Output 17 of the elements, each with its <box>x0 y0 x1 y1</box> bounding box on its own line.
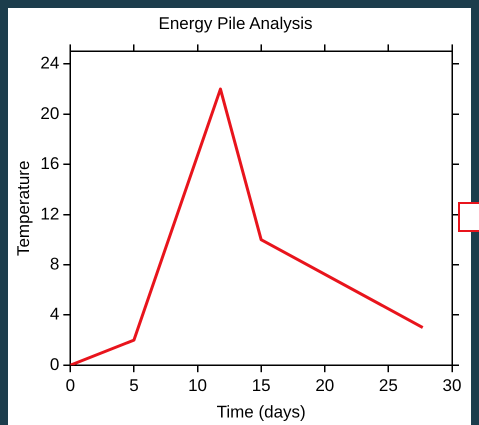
x-tick-label: 15 <box>252 376 271 396</box>
chart-title: Energy Pile Analysis <box>158 14 313 33</box>
x-tick-label: 10 <box>188 376 207 396</box>
y-tick-label: 4 <box>50 304 60 324</box>
x-tick-label: 20 <box>315 376 334 396</box>
y-tick-label: 24 <box>40 54 60 73</box>
x-tick-label: 30 <box>442 376 462 396</box>
y-tick-label: 12 <box>40 204 60 224</box>
y-tick-label: 0 <box>50 354 60 374</box>
y-tick-label: 16 <box>40 154 60 174</box>
y-axis-title: Temperature <box>14 160 33 256</box>
x-tick-label: 0 <box>66 376 76 396</box>
x-axis-title: Time (days) <box>216 402 306 422</box>
y-tick-label: 8 <box>50 254 60 274</box>
x-tick-label: 5 <box>129 376 139 396</box>
y-tick-label: 20 <box>40 104 60 123</box>
x-tick-label: 25 <box>378 376 398 396</box>
